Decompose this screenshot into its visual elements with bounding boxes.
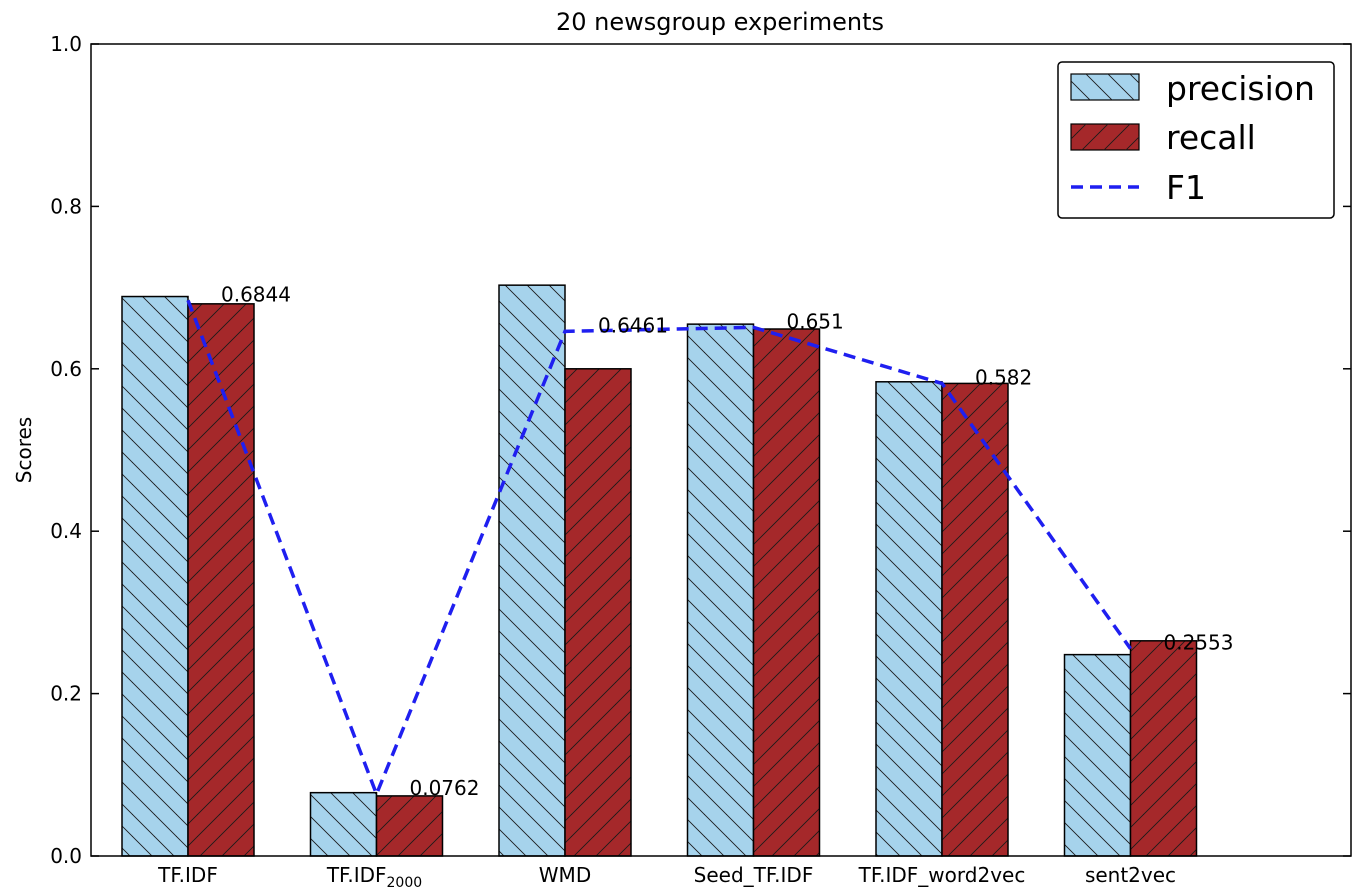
legend-label-precision: precision: [1166, 69, 1315, 108]
bar-recall-hatch: [941, 382, 1009, 857]
x-tick-label: TF.IDF2000: [326, 863, 422, 888]
legend: precision recall F1: [1057, 61, 1335, 219]
value-labels: 0.6844 0.0762 0.6461 0.651 0.582 0.2553: [221, 282, 1233, 800]
y-tick-label: 0.2: [50, 682, 82, 706]
bar-recall-hatch: [187, 303, 255, 857]
y-tick-label: 0.0: [50, 844, 82, 868]
x-tick-label: TF.IDF: [157, 863, 218, 887]
x-tick-label: Seed_TF.IDF: [694, 863, 814, 887]
f1-line-layer: [186, 299, 1132, 799]
legend-swatch-recall-hatch: [1071, 124, 1139, 150]
f1-value-label: 0.582: [975, 365, 1032, 389]
f1-value-label: 0.651: [787, 309, 844, 333]
bar-recall-hatch: [1129, 640, 1198, 857]
bar-precision-hatch: [309, 791, 378, 857]
f1-line: [186, 299, 1132, 799]
y-axis-label: Scores: [12, 417, 36, 483]
legend-swatch-precision-hatch: [1071, 74, 1139, 100]
f1-value-label: 0.6844: [221, 282, 291, 306]
legend-frame: [1057, 61, 1335, 219]
bar-recall-hatch: [375, 795, 444, 857]
y-tick-label: 0.4: [50, 519, 82, 543]
x-tick-subscript: 2000: [387, 875, 423, 888]
x-tick-label: WMD: [539, 863, 591, 887]
y-tick-label: 0.8: [50, 194, 82, 218]
f1-value-label: 0.6461: [598, 313, 668, 337]
plot-frame: [90, 43, 1352, 857]
bar-precision-hatch: [498, 284, 566, 857]
bars-layer: [121, 284, 1198, 857]
x-tick-label: sent2vec: [1085, 863, 1176, 887]
bar-precision-hatch: [121, 295, 189, 857]
f1-value-label: 0.2553: [1164, 631, 1234, 655]
axis-ticks: TF.IDF TF.IDF2000 WMD Seed_TF.IDF TF.IDF_wor…: [50, 32, 1351, 888]
y-tick-label: 0.6: [50, 357, 82, 381]
legend-label-recall: recall: [1166, 118, 1256, 157]
bar-precision-hatch: [875, 381, 943, 857]
y-tick-label: 1.0: [50, 32, 82, 56]
bar-precision-hatch: [686, 323, 755, 857]
bar-recall-hatch: [564, 368, 632, 857]
chart-title: 20 newsgroup experiments: [556, 8, 884, 36]
legend-label-f1: F1: [1166, 168, 1206, 207]
bar-precision-hatch: [1063, 653, 1132, 857]
x-tick-label: TF.IDF_word2vec: [858, 863, 1026, 887]
bar-recall-hatch: [752, 328, 821, 857]
f1-value-label: 0.0762: [410, 776, 480, 800]
